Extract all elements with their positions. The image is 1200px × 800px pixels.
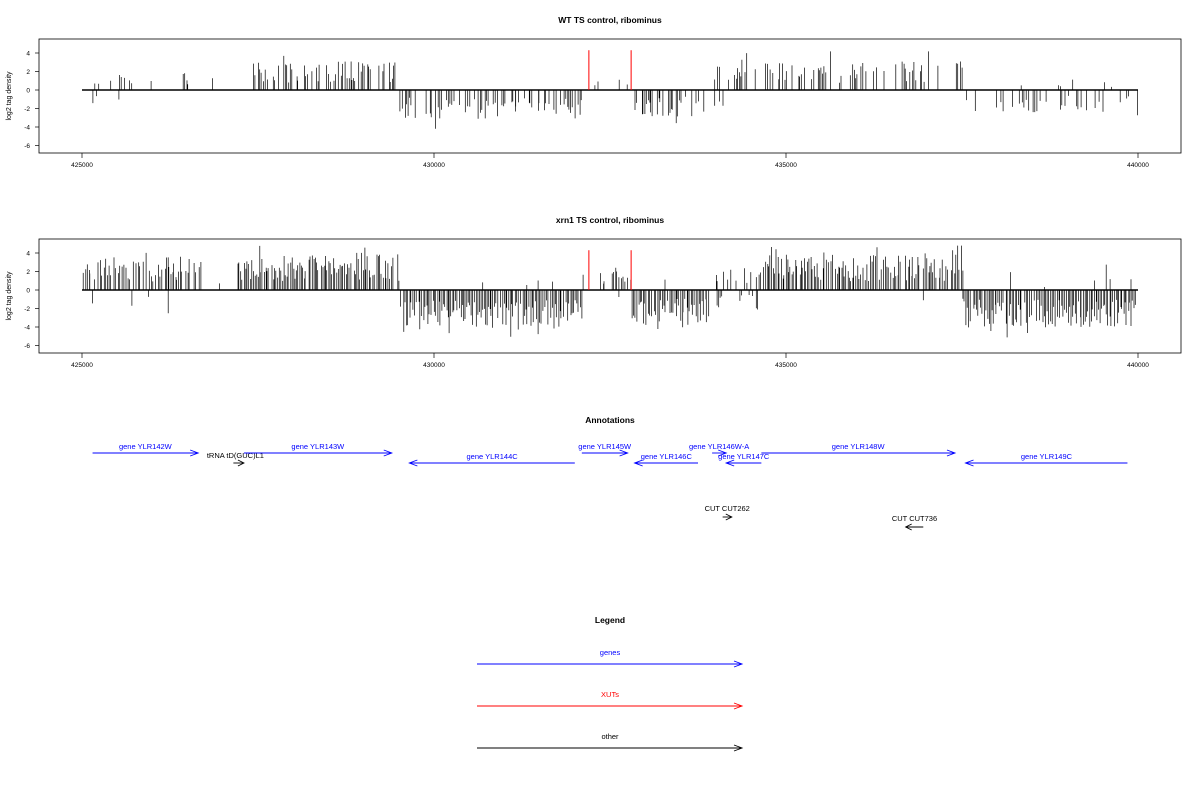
feature-label: gene YLR142W	[119, 442, 173, 451]
y-tick-label: -2	[24, 306, 30, 313]
feature-gene-ylr149c: gene YLR149C	[964, 452, 1128, 467]
panel-wt-title: WT TS control, ribominus	[558, 15, 662, 25]
feature-trna-td-guc-l1: tRNA tD(GUC)L1	[207, 451, 264, 467]
feature-label: gene YLR144C	[467, 452, 519, 461]
feature-arrow-head	[237, 459, 245, 467]
feature-label: CUT CUT262	[705, 504, 750, 513]
legend-title: Legend	[595, 615, 625, 625]
feature-label: CUT CUT736	[892, 514, 937, 523]
feature-label: gene YLR149C	[1021, 452, 1073, 461]
feature-gene-ylr145w: gene YLR145W	[578, 442, 632, 457]
annotations-title: Annotations	[585, 415, 635, 425]
y-tick-label: -6	[24, 143, 30, 150]
feature-arrow-head	[724, 459, 735, 467]
legend-items: genes XUTs other	[477, 648, 744, 752]
feature-arrow-head	[725, 513, 733, 521]
panel-wt-axes: -6 -4 -2 0 2 4 425000 430000 435000 440000	[24, 50, 1149, 169]
y-tick-label: -6	[24, 343, 30, 350]
x-tick-label: 440000	[1127, 162, 1149, 169]
y-tick-label: 4	[26, 250, 30, 257]
feature-label: tRNA tD(GUC)L1	[207, 451, 264, 460]
x-tick-label: 425000	[71, 362, 93, 369]
panel-wt: WT TS control, ribominus log2 tag densit…	[6, 15, 1182, 169]
density-bars	[92, 51, 1138, 129]
panel-wt-bars	[82, 50, 1138, 129]
x-tick-label: 440000	[1127, 362, 1149, 369]
panel-xrn1: xrn1 TS control, ribominus log2 tag dens…	[6, 215, 1182, 369]
y-tick-label: -4	[24, 324, 30, 331]
feature-arrow-head	[904, 523, 912, 531]
x-tick-label: 430000	[423, 362, 445, 369]
legend-item-other: other	[477, 732, 744, 752]
feature-label: gene YLR147C	[718, 452, 770, 461]
feature-gene-ylr143w: gene YLR143W	[243, 442, 394, 457]
legend-arrow-head	[733, 744, 744, 752]
feature-label: gene YLR145W	[578, 442, 632, 451]
y-tick-label: -4	[24, 124, 30, 131]
panel-wt-ylabel: log2 tag density	[6, 71, 13, 121]
annotation-features: gene YLR142W tRNA tD(GUC)L1 gene YLR143W ge…	[92, 442, 1128, 531]
y-tick-label: 0	[26, 87, 30, 94]
feature-arrow-head	[718, 449, 728, 457]
legend-label: genes	[600, 648, 621, 657]
legend-arrow-head	[733, 702, 744, 710]
feature-arrow-head	[964, 459, 974, 467]
feature-cut-cut262: CUT CUT262	[705, 504, 750, 521]
legend-label: XUTs	[601, 690, 619, 699]
y-tick-label: 4	[26, 50, 30, 57]
panel-xrn1-axes: -6 -4 -2 0 2 4 425000 430000 435000 440000	[24, 250, 1149, 369]
legend: Legend genes XUTs other	[477, 615, 744, 752]
feature-gene-ylr148w: gene YLR148W	[761, 442, 957, 457]
y-tick-label: -2	[24, 106, 30, 113]
feature-label: gene YLR143W	[291, 442, 345, 451]
x-tick-label: 425000	[71, 162, 93, 169]
feature-arrow-head	[633, 459, 643, 467]
feature-arrow-head	[946, 449, 957, 457]
panel-xrn1-ylabel: log2 tag density	[6, 271, 13, 321]
x-tick-label: 435000	[775, 362, 797, 369]
y-tick-label: 0	[26, 287, 30, 294]
feature-gene-ylr147c: gene YLR147C	[718, 452, 770, 467]
panel-wt-frame	[38, 38, 1182, 154]
feature-label: gene YLR148W	[832, 442, 886, 451]
panel-xrn1-title: xrn1 TS control, ribominus	[556, 215, 664, 225]
x-tick-label: 430000	[423, 162, 445, 169]
panel-xrn1-frame	[38, 238, 1182, 354]
feature-arrow-head	[383, 449, 394, 457]
density-bars	[82, 245, 1136, 338]
feature-cut-cut736: CUT CUT736	[892, 514, 937, 531]
feature-arrow-head	[190, 449, 200, 457]
legend-label: other	[601, 732, 619, 741]
legend-arrow-head	[733, 660, 744, 668]
legend-item-genes: genes	[477, 648, 744, 668]
x-tick-label: 435000	[775, 162, 797, 169]
feature-gene-ylr146c: gene YLR146C	[633, 452, 698, 467]
panel-xrn1-bars	[82, 245, 1138, 338]
legend-item-xuts: XUTs	[477, 690, 744, 710]
y-tick-label: 2	[26, 69, 30, 76]
feature-gene-ylr146w-a: gene YLR146W-A	[689, 442, 749, 457]
feature-label: gene YLR146C	[641, 452, 693, 461]
feature-arrow-head	[408, 459, 418, 467]
feature-label: gene YLR146W-A	[689, 442, 749, 451]
feature-gene-ylr142w: gene YLR142W	[92, 442, 200, 457]
feature-gene-ylr144c: gene YLR144C	[408, 452, 575, 467]
feature-arrow-head	[619, 449, 629, 457]
y-tick-label: 2	[26, 269, 30, 276]
